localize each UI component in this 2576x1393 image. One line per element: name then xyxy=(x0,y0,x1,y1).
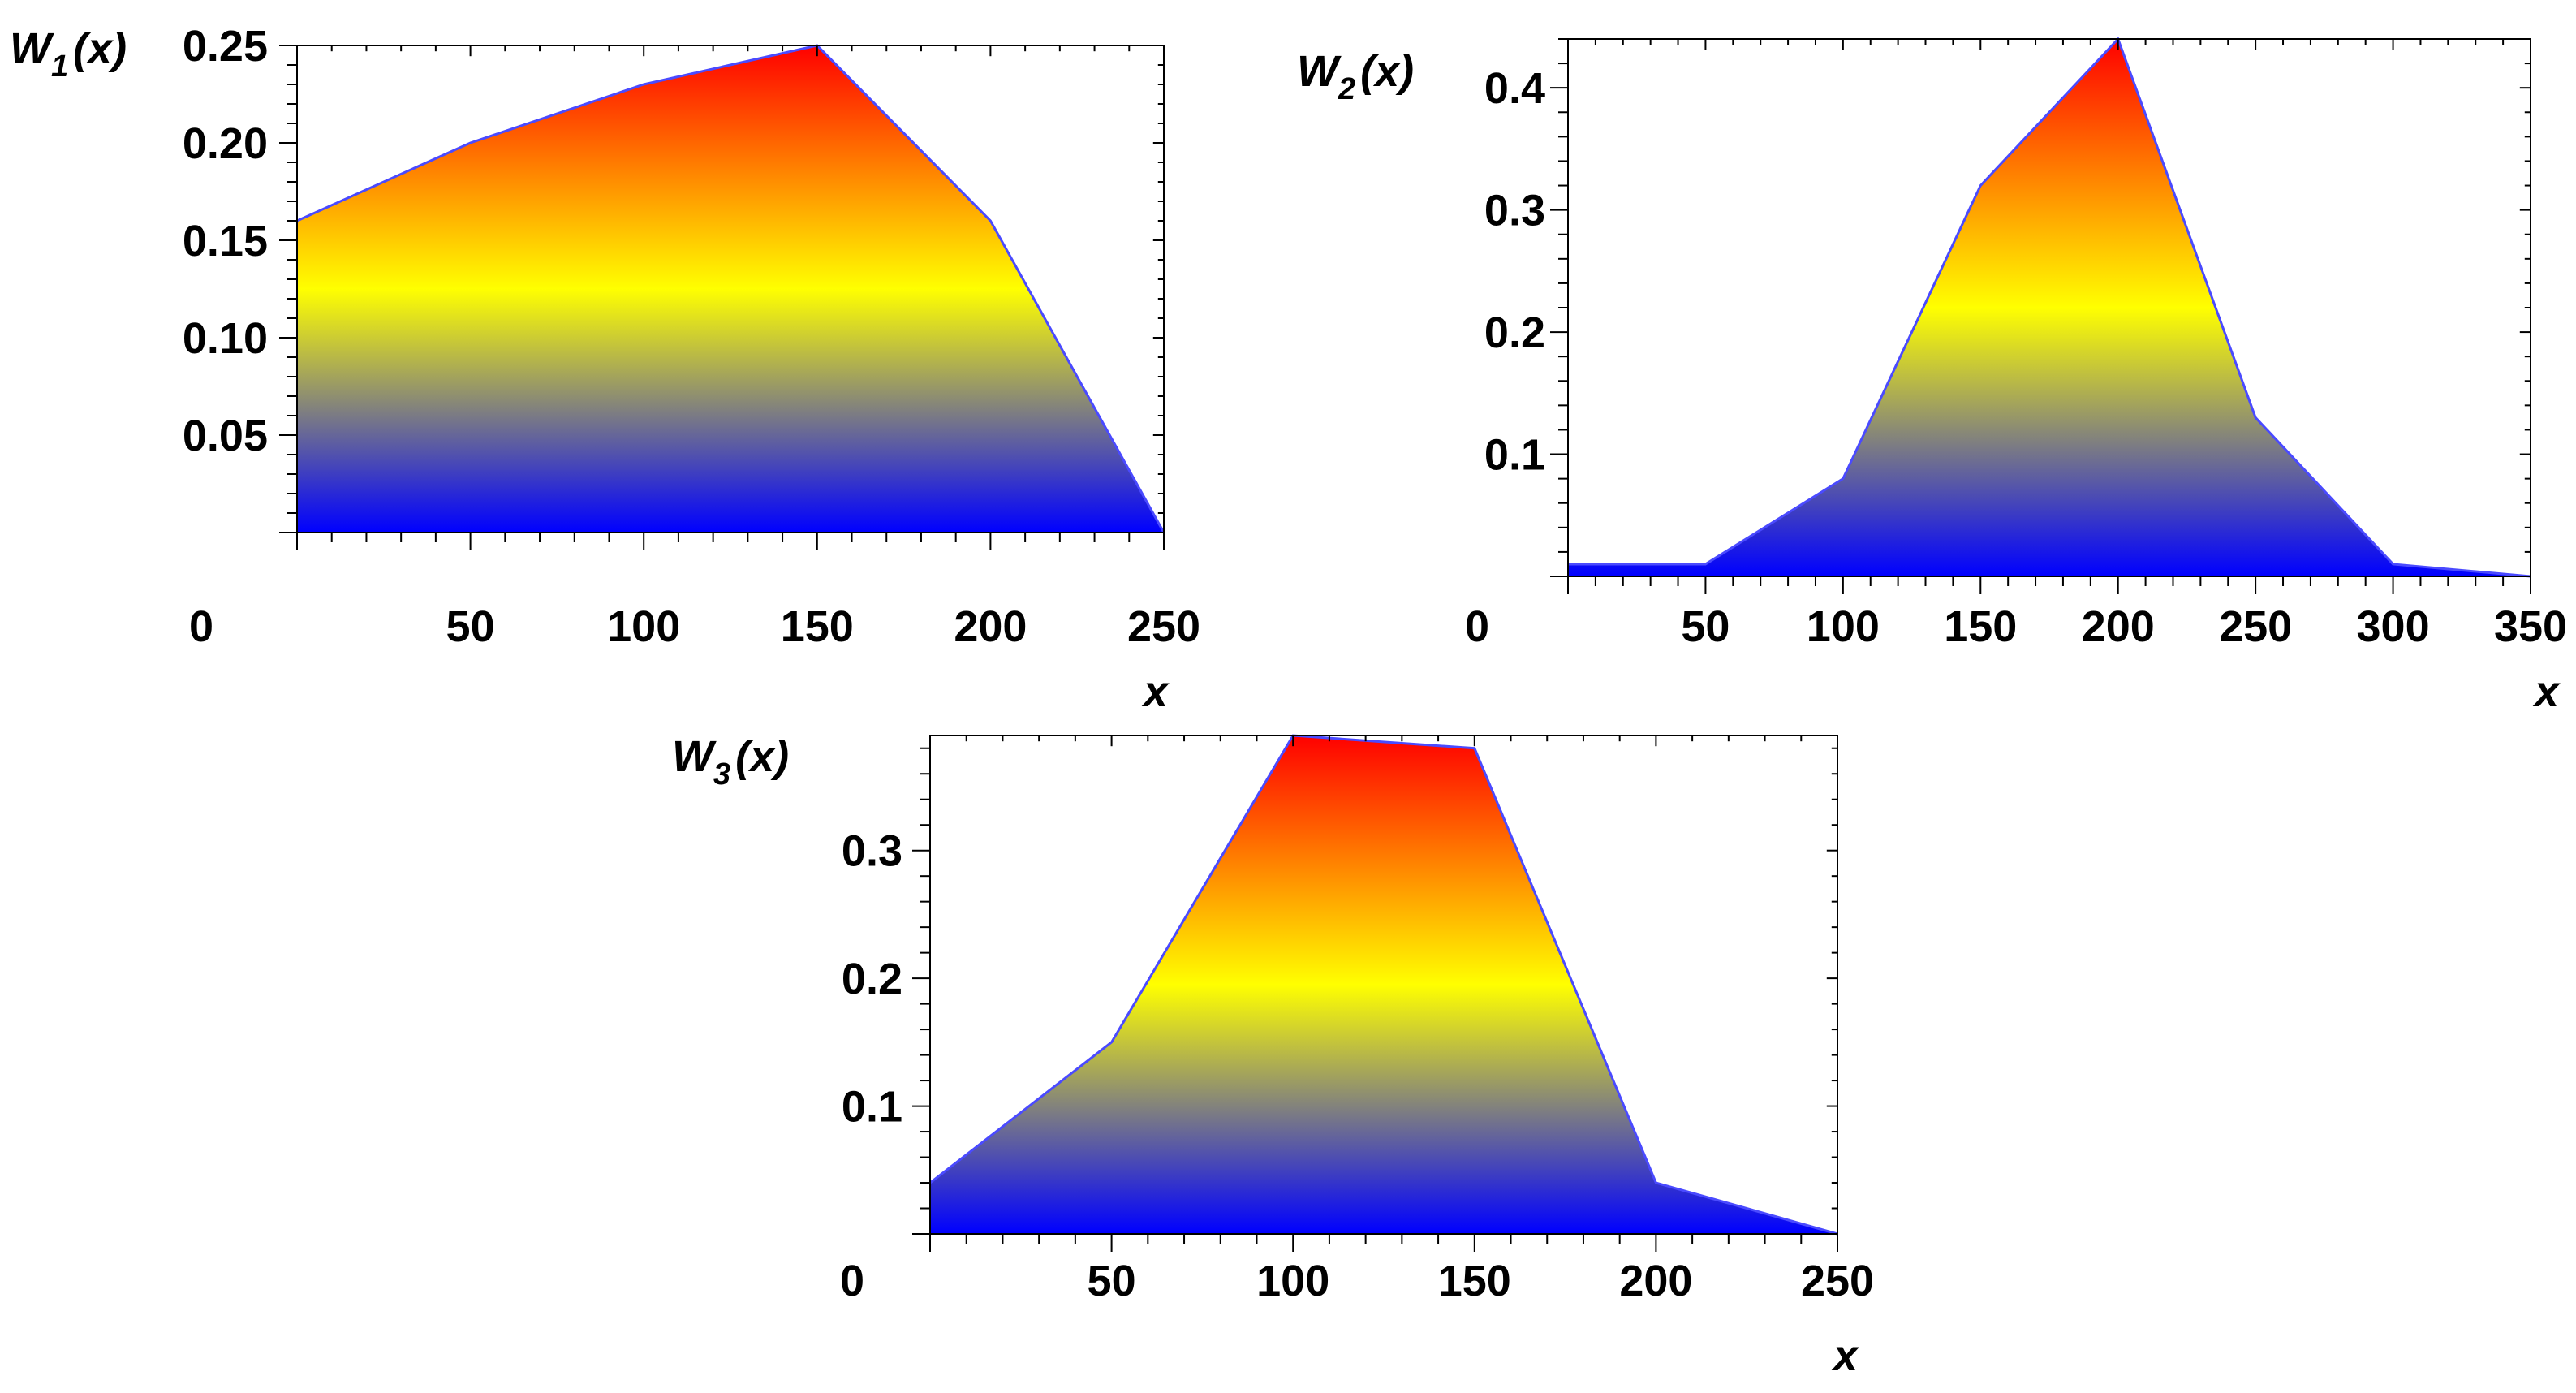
y-axis-title: W3 (x) xyxy=(672,732,789,791)
curve-line xyxy=(1568,37,2531,578)
x-tick-label: 100 xyxy=(1807,602,1880,651)
y-axis-title-sub: 3 xyxy=(713,757,730,791)
x-tick-label: 0 xyxy=(1465,602,1489,651)
plot-frame xyxy=(929,735,1838,1235)
y-axis-title-main: W xyxy=(672,732,717,781)
x-tick-label: 100 xyxy=(1256,1257,1329,1305)
x-tick-label: 200 xyxy=(1619,1257,1692,1305)
x-tick-label: 150 xyxy=(781,602,854,651)
x-tick-label: 200 xyxy=(954,602,1027,651)
y-axis-title: W1 (x) xyxy=(10,24,127,84)
x-tick-label: 0 xyxy=(840,1257,864,1305)
x-tick-label: 100 xyxy=(607,602,680,651)
y-tick-label: 0.15 xyxy=(183,217,268,265)
x-axis-title: x xyxy=(2532,667,2561,716)
x-tick-label: 250 xyxy=(2219,602,2292,651)
x-axis-title: x xyxy=(1141,667,1170,716)
y-tick-label: 0.25 xyxy=(183,22,268,71)
y-axis-title-arg: (x) xyxy=(1360,47,1414,96)
x-tick-label: 50 xyxy=(1681,602,1730,651)
y-tick-label: 0.3 xyxy=(842,827,902,876)
y-axis-title-main: W xyxy=(1297,47,1342,96)
x-tick-label: 250 xyxy=(1127,602,1200,651)
x-tick-label: 250 xyxy=(1801,1257,1874,1305)
y-tick-label: 0.1 xyxy=(842,1083,902,1132)
curve-line xyxy=(296,44,1165,533)
x-tick-label: 150 xyxy=(1438,1257,1511,1305)
y-tick-label: 0.4 xyxy=(1484,64,1545,113)
y-axis-title-sub: 2 xyxy=(1338,72,1355,106)
y-tick-label: 0.2 xyxy=(842,955,902,1003)
curve-line xyxy=(929,734,1838,1236)
x-tick-label: 200 xyxy=(2082,602,2155,651)
y-tick-label: 0.1 xyxy=(1484,431,1545,480)
y-tick-label: 0.3 xyxy=(1484,187,1545,235)
x-tick-label: 150 xyxy=(1944,602,2017,651)
area-fill xyxy=(930,735,1837,1234)
y-axis-title-arg: (x) xyxy=(735,732,789,781)
area-fill xyxy=(297,45,1164,533)
plot-frame xyxy=(296,45,1165,533)
y-tick-label: 0.10 xyxy=(183,314,268,363)
y-axis-title-sub: 1 xyxy=(51,50,68,84)
y-tick-label: 0.20 xyxy=(183,119,268,168)
chart-w1: 0 50 100 150 200 250 0.05 0.10 0.15 0.20 0.25 W1 (x)… xyxy=(10,22,1200,716)
x-tick-label: 50 xyxy=(446,602,495,651)
x-tick-label: 300 xyxy=(2357,602,2430,651)
x-tick-label: 50 xyxy=(1088,1257,1136,1305)
x-axis-title: x xyxy=(1831,1331,1859,1380)
x-tick-label: 0 xyxy=(189,602,213,651)
y-tick-label: 0.2 xyxy=(1484,308,1545,357)
y-axis-title: W2 (x) xyxy=(1297,47,1414,106)
chart-w3: 0 50 100 150 200 250 0.1 0.2 0.3 W3 (x) x xyxy=(672,732,1874,1380)
y-axis-title-main: W xyxy=(10,24,54,73)
y-tick-label: 0.05 xyxy=(183,412,268,460)
chart-w2: 0 50 100 150 200 250 300 350 0.1 0.2 0.3 0.4 W2 (x) x xyxy=(1297,37,2567,716)
area-fill xyxy=(1568,39,2531,576)
x-tick-label: 350 xyxy=(2494,602,2567,651)
y-axis-title-arg: (x) xyxy=(73,24,127,73)
